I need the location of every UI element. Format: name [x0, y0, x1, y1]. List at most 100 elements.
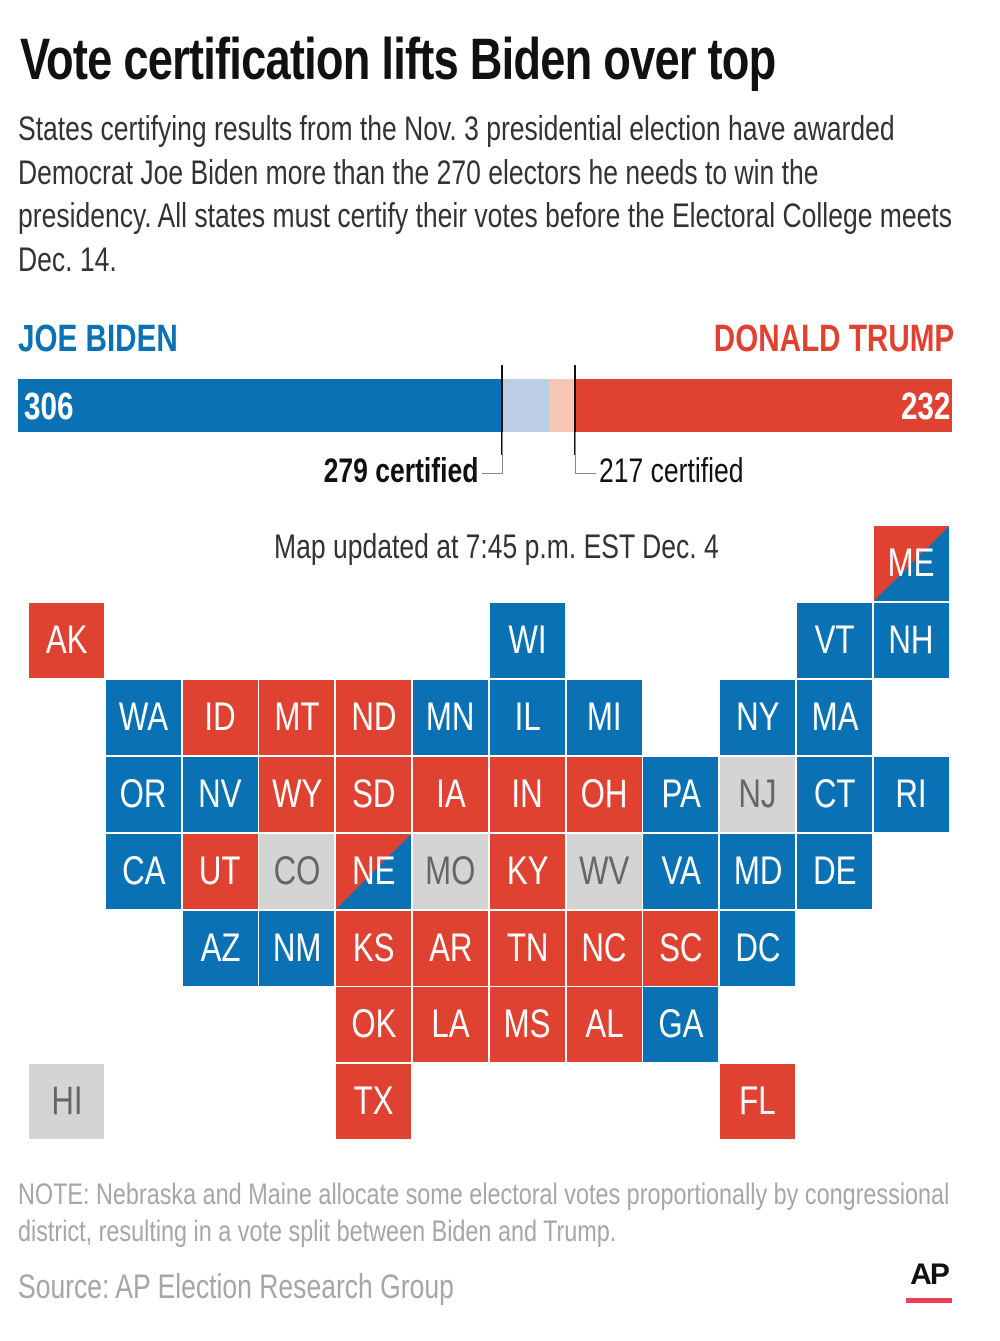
state-tile-nm: NM	[259, 910, 335, 986]
electoral-vote-bar	[18, 379, 952, 432]
state-tile-wi: WI	[489, 602, 565, 678]
state-tile-ga: GA	[643, 987, 719, 1063]
state-tile-me: ME	[873, 526, 949, 601]
state-abbr: WA	[118, 694, 168, 739]
source: Source: AP Election Research Group	[18, 1268, 577, 1307]
state-abbr: GA	[658, 1002, 704, 1047]
biden-certified-leader	[482, 432, 504, 474]
state-abbr: DC	[735, 925, 781, 970]
state-abbr: KY	[506, 848, 549, 893]
state-abbr: CO	[273, 848, 321, 893]
state-tile-nv: NV	[182, 756, 258, 832]
state-abbr: AK	[45, 617, 88, 662]
state-tile-ca: CA	[105, 833, 181, 909]
map-updated-text: Map updated at 7:45 p.m. EST Dec. 4	[274, 528, 719, 566]
state-abbr: PA	[661, 771, 701, 816]
trump-total-text: 232	[900, 386, 950, 428]
state-abbr: NC	[581, 925, 627, 970]
state-abbr: AZ	[200, 925, 241, 970]
state-abbr: AL	[585, 1002, 624, 1047]
state-abbr: NY	[736, 694, 780, 739]
state-tile-wa: WA	[105, 679, 181, 755]
state-abbr: OH	[580, 771, 628, 816]
ap-logo-underline	[906, 1298, 952, 1303]
trump-certified-label: 217 certified	[599, 452, 784, 491]
state-abbr: FL	[739, 1079, 776, 1124]
state-abbr: LA	[431, 1002, 470, 1047]
ap-logo: AP	[906, 1258, 952, 1303]
state-tile-al: AL	[566, 987, 642, 1063]
state-abbr: MI	[586, 694, 622, 739]
state-abbr: HI	[50, 1079, 83, 1124]
state-abbr: MD	[733, 848, 782, 893]
state-abbr: MA	[811, 694, 858, 739]
state-tile-in: IN	[489, 756, 565, 832]
map-updated-time: Map updated at 7:45 p.m. EST Dec. 4	[274, 528, 844, 567]
trump-certified-marker	[574, 365, 577, 455]
state-tile-ny: NY	[720, 679, 796, 755]
state-abbr: KS	[352, 925, 395, 970]
state-abbr: MO	[425, 848, 476, 893]
biden-total: 306	[24, 386, 87, 429]
state-tile-mo: MO	[413, 833, 488, 909]
state-tile-tn: TN	[489, 910, 565, 986]
state-abbr: DE	[812, 848, 857, 893]
state-tile-wy: WY	[259, 756, 335, 832]
state-tile-id: ID	[182, 679, 258, 755]
state-abbr: ND	[351, 694, 397, 739]
state-abbr: MT	[274, 694, 320, 739]
biden-label: JOE BIDEN	[18, 318, 223, 361]
state-tile-de: DE	[797, 833, 872, 909]
state-tile-ct: CT	[797, 756, 872, 832]
state-tile-pa: PA	[643, 756, 719, 832]
state-abbr: ID	[204, 694, 236, 739]
state-tile-ri: RI	[873, 756, 949, 832]
state-abbr: AR	[428, 925, 473, 970]
state-abbr: WY	[271, 771, 323, 816]
state-abbr: CA	[121, 848, 165, 893]
state-tile-ak: AK	[29, 602, 104, 678]
subtitle: States certifying results from the Nov. …	[18, 110, 953, 279]
state-tile-ut: UT	[182, 833, 258, 909]
state-tile-il: IL	[489, 679, 565, 755]
biden-certified-marker	[501, 365, 504, 455]
state-abbr: TX	[353, 1079, 394, 1124]
state-abbr: VT	[814, 617, 855, 662]
state-tile-nc: NC	[566, 910, 642, 986]
state-tile-va: VA	[643, 833, 719, 909]
trump-label-text: DONALD TRUMP	[713, 318, 954, 360]
biden-certified-label: 279 certified	[280, 452, 479, 491]
state-abbr: SD	[352, 771, 396, 816]
state-abbr: RI	[895, 771, 927, 816]
state-tile-md: MD	[720, 833, 796, 909]
state-abbr: SC	[659, 925, 703, 970]
state-tile-sd: SD	[336, 756, 412, 832]
state-abbr: IL	[514, 694, 541, 739]
state-tile-ok: OK	[336, 987, 412, 1063]
state-tile-ia: IA	[413, 756, 488, 832]
biden-certified-segment	[18, 379, 503, 432]
state-tile-ks: KS	[336, 910, 412, 986]
state-abbr: TN	[506, 925, 549, 970]
state-abbr: WV	[578, 848, 630, 893]
state-tile-ma: MA	[797, 679, 872, 755]
state-tile-mn: MN	[413, 679, 488, 755]
state-abbr: OK	[351, 1002, 397, 1047]
state-tile-mt: MT	[259, 679, 335, 755]
trump-label: DONALD TRUMP	[646, 318, 954, 361]
trump-certified-segment	[575, 379, 952, 432]
note: NOTE: Nebraska and Maine allocate some e…	[18, 1178, 950, 1248]
biden-certified-text: 279 certified	[323, 452, 479, 490]
state-tile-ms: MS	[489, 987, 565, 1063]
state-abbr: WI	[508, 617, 547, 662]
state-tile-vt: VT	[797, 602, 872, 678]
source-text: Source: AP Election Research Group	[18, 1268, 454, 1306]
state-tile-tx: TX	[336, 1064, 412, 1140]
state-abbr: IA	[435, 771, 466, 816]
state-tile-co: CO	[259, 833, 335, 909]
state-abbr: NH	[888, 617, 934, 662]
ap-logo-text: AP	[910, 1258, 950, 1291]
state-tile-mi: MI	[566, 679, 642, 755]
state-abbr: ME	[887, 541, 935, 585]
